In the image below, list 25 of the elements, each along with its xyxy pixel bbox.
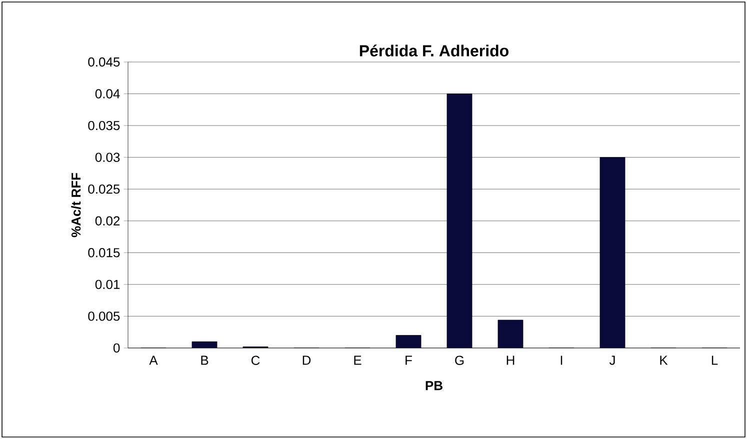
x-tick-label: I: [560, 356, 562, 365]
y-tick-label: 0.005: [88, 312, 120, 321]
y-axis-title: %Ac/t RFF: [71, 172, 81, 238]
x-tick-label: J: [609, 356, 615, 365]
x-tick-label: A: [149, 356, 158, 365]
x-axis-title: PB: [426, 381, 442, 390]
y-tick-label: 0: [113, 343, 120, 353]
x-tick-label: D: [302, 356, 311, 365]
y-tick-label: 0.015: [88, 248, 120, 258]
y-tick-label: 0.035: [88, 120, 120, 130]
y-tick-label: 0.03: [95, 152, 120, 162]
y-tick-label: 0.01: [95, 280, 120, 290]
y-tick-label: 0.04: [95, 89, 120, 98]
x-tick-label: E: [354, 356, 362, 365]
chart-title: Pérdida F. Adherido: [360, 44, 508, 56]
x-tick-label: G: [455, 356, 464, 365]
x-tick-label: K: [660, 356, 668, 365]
y-tick-label: 0.045: [88, 57, 120, 67]
y-tick-label: 0.02: [95, 216, 120, 226]
x-tick-label: F: [406, 356, 412, 365]
x-tick-label: L: [712, 356, 718, 365]
x-tick-label: H: [506, 356, 514, 365]
x-tick-label: B: [201, 356, 208, 365]
x-tick-label: C: [251, 356, 260, 365]
y-tick-label: 0.025: [88, 184, 120, 194]
